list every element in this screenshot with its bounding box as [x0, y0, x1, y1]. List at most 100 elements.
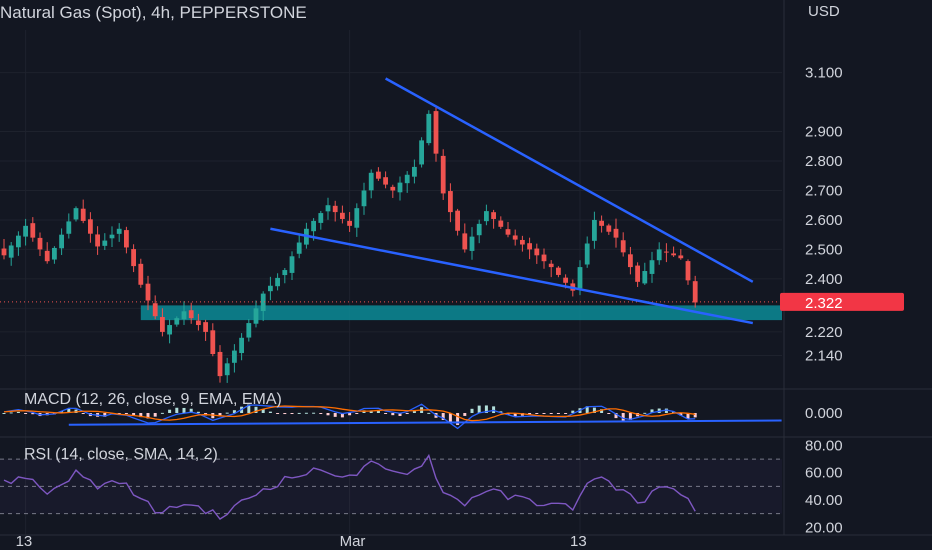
macd-histogram-bar — [153, 413, 157, 417]
macd-histogram-bar — [319, 413, 323, 414]
candle-body — [332, 205, 338, 213]
candle-body — [491, 212, 496, 219]
candle-body — [181, 311, 187, 320]
candle-body — [685, 261, 691, 281]
macd-histogram-bar — [103, 413, 107, 417]
macd-histogram-bar — [355, 413, 359, 414]
macd-histogram-bar — [24, 413, 28, 414]
candle-body — [455, 210, 460, 231]
macd-histogram-bar — [693, 413, 697, 418]
price-tick-label: 2.700 — [805, 182, 843, 199]
candle-body — [16, 235, 21, 248]
macd-histogram-bar — [283, 413, 287, 415]
candle-body — [210, 330, 216, 355]
macd-histogram-bar — [232, 410, 236, 413]
macd-histogram-bar — [398, 413, 402, 416]
candle-body — [196, 320, 201, 326]
macd-trendline — [68, 419, 782, 426]
candle-body — [462, 233, 468, 250]
chart-title: Natural Gas (Spot), 4h, PEPPERSTONE — [0, 3, 307, 22]
price-tick-label: 2.800 — [805, 153, 843, 170]
macd-histogram-bar — [369, 410, 373, 413]
candle-body — [66, 221, 72, 234]
macd-histogram-bar — [304, 412, 308, 414]
candle-body — [95, 234, 100, 247]
candle-body — [188, 310, 194, 319]
macd-histogram-bar — [261, 409, 265, 413]
support-zone — [140, 305, 783, 321]
candle-body — [563, 277, 568, 283]
candle-body — [476, 223, 482, 236]
time-tick-label: 13 — [16, 533, 33, 550]
candle-body — [80, 208, 86, 221]
macd-histogram-bar — [391, 413, 395, 416]
time-tick-label: Mar — [340, 533, 366, 550]
candle-body — [599, 220, 604, 226]
candle-body — [692, 281, 698, 303]
candle-body — [678, 255, 684, 259]
macd-histogram-bar — [405, 413, 409, 414]
time-tick-label: 13 — [570, 533, 587, 550]
macd-histogram-bar — [448, 413, 452, 424]
candle-body — [368, 172, 374, 191]
candle-body — [534, 248, 540, 256]
price-tick-label: 2.900 — [805, 124, 843, 141]
macd-histogram-bar — [600, 409, 604, 413]
candle-body — [124, 230, 129, 248]
macd-histogram-bar — [571, 410, 575, 413]
macd-histogram-bar — [456, 413, 460, 425]
price-tick-label: 3.100 — [805, 65, 843, 82]
candle-body — [433, 111, 439, 154]
price-tick-label: 2.600 — [805, 212, 843, 229]
price-tick-label: 2.400 — [805, 271, 843, 288]
candle-body — [116, 228, 122, 234]
macd-histogram-bar — [607, 413, 611, 414]
macd-histogram-bar — [643, 412, 647, 414]
candle-body — [8, 245, 14, 258]
rsi-band-fill — [0, 459, 782, 514]
macd-histogram-bar — [132, 413, 136, 416]
candle-body — [325, 205, 331, 212]
candle-body — [361, 190, 367, 207]
candle-body — [577, 267, 583, 289]
candle-body — [224, 363, 230, 376]
macd-histogram-bar — [340, 413, 344, 418]
macd-histogram-bar — [254, 406, 258, 413]
candle-body — [397, 182, 403, 193]
macd-histogram-bar — [564, 413, 568, 414]
candle-body — [469, 236, 475, 251]
candle-body — [52, 247, 57, 260]
macd-histogram-bar — [31, 413, 35, 415]
candle-body — [246, 323, 252, 338]
candle-body — [44, 250, 50, 262]
candle-body — [520, 239, 525, 245]
macd-histogram-bar — [556, 413, 560, 414]
macd-histogram-bar — [182, 407, 186, 413]
macd-histogram-bar — [470, 408, 474, 413]
candle-body — [412, 166, 417, 177]
price-tick-label: 2.140 — [805, 347, 843, 364]
last-price-label: 2.322 — [805, 295, 843, 312]
rsi-tick-label: 60.00 — [805, 465, 843, 482]
macd-histogram-bar — [326, 413, 330, 416]
candle-body — [613, 228, 619, 238]
candle-body — [354, 208, 360, 228]
candle-body — [311, 220, 316, 232]
macd-histogram-bar — [139, 413, 143, 418]
macd-histogram-bar — [441, 413, 445, 421]
candle-body — [296, 242, 302, 254]
macd-histogram-bar — [333, 413, 337, 417]
macd-histogram-bar — [247, 404, 251, 413]
macd-histogram-bar — [175, 407, 179, 413]
macd-histogram-bar — [585, 406, 589, 413]
macd-histogram-bar — [484, 405, 488, 413]
macd-label: MACD (12, 26, close, 9, EMA, EMA) — [24, 391, 282, 408]
candle-body — [232, 350, 237, 363]
candle-body — [73, 208, 79, 220]
macd-histogram-bar — [384, 413, 388, 414]
candle-body — [275, 277, 280, 287]
candle-body — [59, 234, 64, 249]
macd-histogram-bar — [427, 412, 431, 414]
candle-body — [160, 317, 165, 332]
